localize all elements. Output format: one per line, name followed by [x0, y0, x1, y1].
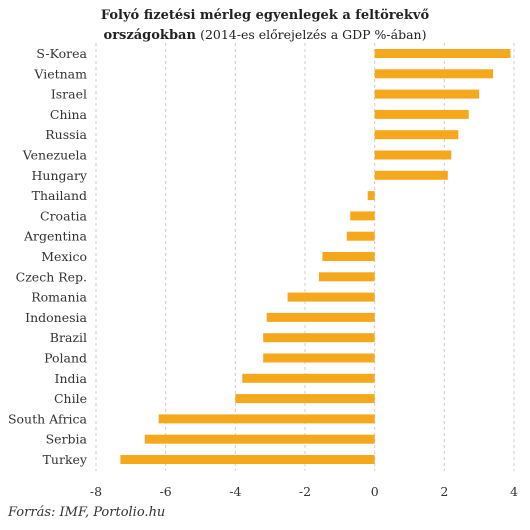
category-label: Israel — [51, 87, 87, 102]
bar — [266, 312, 375, 322]
bar — [374, 89, 480, 99]
category-label: Turkey — [43, 452, 88, 467]
x-tick-label: 2 — [440, 484, 448, 499]
category-label: Mexico — [41, 249, 87, 264]
x-tick-label: -4 — [229, 484, 241, 499]
bar — [318, 272, 375, 282]
bar — [322, 252, 375, 261]
bar — [263, 353, 375, 363]
category-label: India — [55, 371, 88, 386]
category-label: Czech Rep. — [16, 269, 87, 284]
category-label: Brazil — [50, 330, 87, 345]
category-label: Vietnam — [33, 66, 87, 81]
bar — [374, 69, 494, 79]
category-label: Poland — [44, 351, 87, 366]
bar — [367, 191, 375, 201]
bar — [242, 373, 375, 383]
category-label: Russia — [45, 127, 87, 142]
category-label: Indonesia — [25, 310, 87, 325]
chart-subtitle: (2014-es előrejelzés a GDP %-ában) — [200, 27, 427, 42]
category-label: Croatia — [40, 208, 88, 223]
category-label: Chile — [54, 391, 87, 406]
category-label: South Africa — [8, 411, 88, 426]
bar — [263, 333, 375, 343]
bar — [374, 130, 459, 140]
source-note: Forrás: IMF, Portolio.hu — [8, 505, 166, 520]
chart-title-line1: Folyó fizetési mérleg egyenlegek a feltö… — [100, 8, 430, 23]
bar — [374, 170, 448, 180]
bar — [120, 455, 375, 464]
bar — [346, 231, 375, 241]
bar — [287, 292, 375, 302]
category-label: Hungary — [32, 168, 88, 183]
bar — [144, 434, 375, 444]
chart-title: Folyó fizetési mérleg egyenlegek a feltö… — [0, 6, 530, 45]
category-label: Venezuela — [22, 148, 88, 163]
x-tick-label: 4 — [510, 484, 518, 499]
category-label: Serbia — [46, 432, 88, 447]
x-tick-label: -6 — [160, 484, 172, 499]
chart-title-line2-bold: országokban — [103, 28, 196, 43]
x-tick-label: 0 — [371, 484, 379, 499]
bar — [374, 49, 511, 58]
x-tick-label: -2 — [299, 484, 311, 499]
chart-title-line2: országokban (2014-es előrejelzés a GDP %… — [0, 25, 530, 45]
bar — [235, 394, 375, 404]
x-tick-label: -8 — [90, 484, 102, 499]
bar — [374, 150, 452, 160]
bar — [374, 109, 469, 119]
category-label: Romania — [31, 290, 87, 305]
category-label: S-Korea — [36, 46, 87, 61]
category-label: Thailand — [32, 188, 87, 203]
category-label: Argentina — [23, 229, 88, 244]
bar — [158, 414, 375, 424]
bar — [350, 211, 375, 221]
category-label: China — [50, 107, 88, 122]
